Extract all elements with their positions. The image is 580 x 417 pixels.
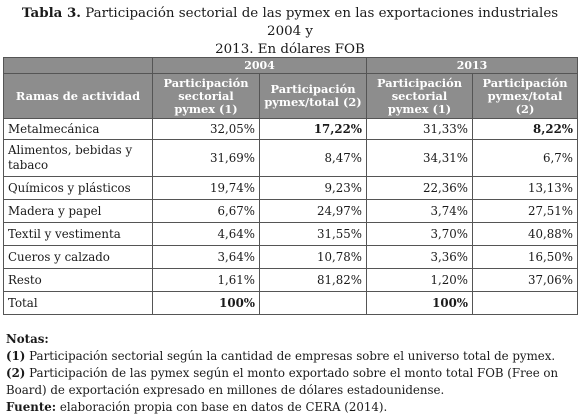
cell-2004-sectorial: 4,64% <box>152 222 260 246</box>
cell-2013-total: 27,51% <box>472 199 578 223</box>
cell-2004-total: 31,55% <box>259 222 367 246</box>
table-row-total: Total 100% 100% <box>3 291 578 315</box>
note-2-text: Participación de las pymex según el mont… <box>25 366 559 380</box>
col-header-2004-total: Participación pymex/total (2) <box>259 73 367 119</box>
col-header-line: pymex/total (2) <box>264 95 362 109</box>
table-caption: Tabla 3. Participación sectorial de las … <box>6 4 574 59</box>
cell-2013-sectorial: 100% <box>366 291 473 315</box>
col-header-2013-sectorial: Participación sectorial pymex (1) <box>366 73 473 119</box>
col-header-line: Participación <box>377 75 462 90</box>
cell-2004-total: 10,78% <box>259 245 367 269</box>
year-header-row: 2004 2013 <box>3 57 578 74</box>
row-name: Madera y papel <box>3 199 153 223</box>
table-row: Metalmecánica 32,05% 17,22% 31,33% 8,22% <box>3 118 578 140</box>
export-participation-table: 2004 2013 Ramas de actividad Participaci… <box>3 57 578 315</box>
cell-2013-sectorial: 31,33% <box>366 118 473 140</box>
source-label: Fuente: <box>6 400 57 414</box>
col-header-line: sectorial pymex (1) <box>174 88 238 116</box>
year-header-2004: 2004 <box>152 57 367 74</box>
note-1: (1) Participación sectorial según la can… <box>6 348 576 365</box>
note-2-marker: (2) <box>6 366 26 380</box>
header-blank <box>3 57 153 74</box>
source-note: Fuente: elaboración propia con base en d… <box>6 399 576 416</box>
cell-2013-sectorial: 34,31% <box>366 139 473 177</box>
caption-label: Tabla 3. <box>21 5 81 21</box>
table-row: Químicos y plásticos 19,74% 9,23% 22,36%… <box>3 176 578 200</box>
caption-text-line1: Participación sectorial de las pymex en … <box>85 6 559 39</box>
col-header-line: sectorial pymex (1) <box>387 88 452 116</box>
cell-2004-sectorial: 19,74% <box>152 176 260 200</box>
note-2-text-continued: Board) de exportación expresado en millo… <box>6 383 445 397</box>
cell-2004-total: 8,47% <box>259 139 367 177</box>
table-row: Resto 1,61% 81,82% 1,20% 37,06% <box>3 268 578 292</box>
col-header-line: Participación <box>482 75 568 90</box>
col-header-2013-total: Participación pymex/total (2) <box>472 73 578 119</box>
row-name: Químicos y plásticos <box>3 176 153 200</box>
row-header: Ramas de actividad <box>3 73 153 119</box>
cell-2004-sectorial: 3,64% <box>152 245 260 269</box>
col-header-line: Participación <box>163 75 249 90</box>
cell-2013-total: 13,13% <box>472 176 578 200</box>
cell-2004-total: 81,82% <box>259 268 367 292</box>
column-header-row: Ramas de actividad Participación sectori… <box>3 73 578 119</box>
cell-2013-total: 40,88% <box>472 222 578 246</box>
col-header-2004-sectorial: Participación sectorial pymex (1) <box>152 73 260 119</box>
table-row: Madera y papel 6,67% 24,97% 3,74% 27,51% <box>3 199 578 223</box>
cell-2013-total <box>472 291 578 315</box>
cell-2013-sectorial: 22,36% <box>366 176 473 200</box>
source-text: elaboración propia con base en datos de … <box>56 400 388 414</box>
note-2: (2) Participación de las pymex según el … <box>6 365 576 399</box>
cell-2013-total: 16,50% <box>472 245 578 269</box>
col-header-line: Participación <box>270 82 356 96</box>
row-name-line: Alimentos, bebidas y <box>8 143 133 157</box>
cell-2013-sectorial: 1,20% <box>366 268 473 292</box>
cell-2004-total: 17,22% <box>259 118 367 140</box>
caption-text-line2: 2013. En dólares FOB <box>215 42 365 57</box>
row-name: Textil y vestimenta <box>3 222 153 246</box>
table-row: Alimentos, bebidas y tabaco 31,69% 8,47%… <box>3 139 578 177</box>
notes-section: Notas: (1) Participación sectorial según… <box>6 331 576 416</box>
cell-2013-sectorial: 3,70% <box>366 222 473 246</box>
cell-2004-sectorial: 32,05% <box>152 118 260 140</box>
year-header-2013: 2013 <box>366 57 578 74</box>
note-1-marker: (1) <box>6 349 26 363</box>
row-name: Alimentos, bebidas y tabaco <box>3 139 153 177</box>
cell-2004-sectorial: 1,61% <box>152 268 260 292</box>
cell-2013-sectorial: 3,74% <box>366 199 473 223</box>
cell-2004-sectorial: 31,69% <box>152 139 260 177</box>
cell-2013-total: 6,7% <box>472 139 578 177</box>
cell-2004-total: 24,97% <box>259 199 367 223</box>
table-row: Cueros y calzado 3,64% 10,78% 3,36% 16,5… <box>3 245 578 269</box>
cell-2013-sectorial: 3,36% <box>366 245 473 269</box>
cell-2004-sectorial: 100% <box>152 291 260 315</box>
cell-2013-total: 37,06% <box>472 268 578 292</box>
notes-heading: Notas: <box>6 332 49 346</box>
cell-2013-total: 8,22% <box>472 118 578 140</box>
note-1-text: Participación sectorial según la cantida… <box>25 349 556 363</box>
cell-2004-total <box>259 291 367 315</box>
row-name: Total <box>3 291 153 315</box>
row-name-line: tabaco <box>8 158 49 172</box>
cell-2004-total: 9,23% <box>259 176 367 200</box>
row-name: Cueros y calzado <box>3 245 153 269</box>
row-name: Metalmecánica <box>3 118 153 140</box>
cell-2004-sectorial: 6,67% <box>152 199 260 223</box>
table-row: Textil y vestimenta 4,64% 31,55% 3,70% 4… <box>3 222 578 246</box>
col-header-line: pymex/total (2) <box>487 88 563 116</box>
row-name: Resto <box>3 268 153 292</box>
